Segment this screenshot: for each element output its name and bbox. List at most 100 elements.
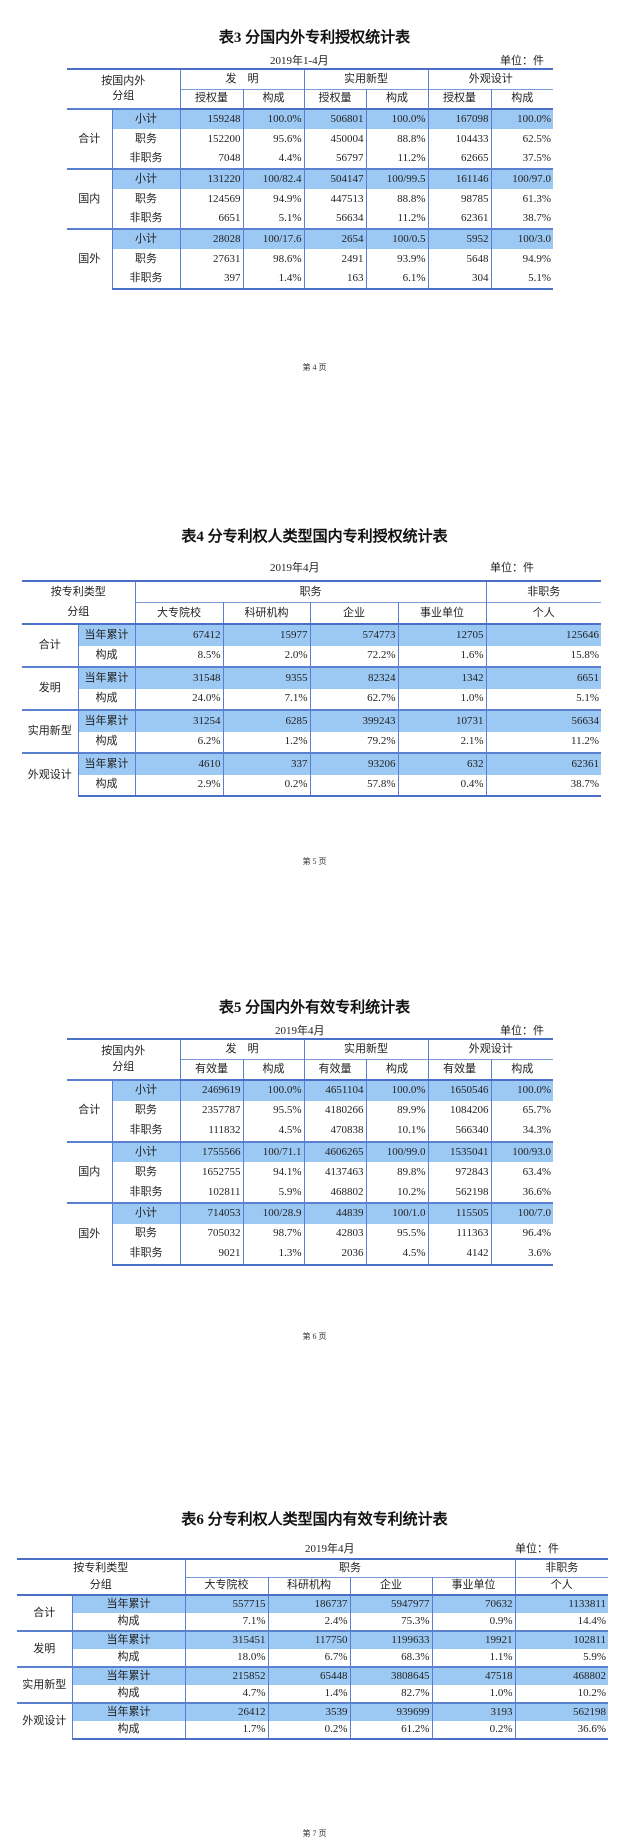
column-header: 企业 (309, 602, 399, 625)
page-number: 第 4 页 (302, 363, 327, 372)
value-cell: 62.5% (490, 129, 553, 149)
value-cell: 88.8% (365, 189, 429, 209)
value-cell: 68.3% (349, 1649, 433, 1667)
value-cell: 102811 (514, 1630, 608, 1649)
table-date: 2019年4月 (270, 562, 320, 574)
value-cell: 10.2% (365, 1182, 429, 1203)
value-cell: 1.1% (431, 1649, 516, 1667)
table-row: 非职务 9021 1.3% 2036 4.5% 4142 3.6% (67, 1244, 553, 1266)
table-unit: 单位：件 (515, 1543, 559, 1555)
value-cell: 450004 (303, 129, 367, 149)
value-cell: 100.0% (490, 1079, 553, 1101)
value-cell: 315451 (184, 1630, 269, 1649)
value-cell: 714053 (179, 1202, 244, 1224)
value-cell: 470838 (303, 1121, 367, 1142)
row-label: 构成 (72, 1685, 186, 1703)
value-cell: 56634 (303, 209, 367, 229)
data-table: 按专利类型 职务 非职务 分组 大专院校 科研机构 企业 事业单位 个人 合计 当年累计 67412 1… (22, 580, 601, 797)
value-cell: 1650546 (427, 1079, 492, 1101)
value-cell: 9021 (179, 1244, 244, 1266)
value-cell: 5648 (427, 249, 492, 269)
header-row: 按专利类型 职务 非职务 (17, 1558, 608, 1577)
value-cell: 15977 (222, 623, 311, 646)
value-cell: 79.2% (309, 731, 399, 753)
table-row: 非职务 111832 4.5% 470838 10.1% 566340 34.3% (67, 1121, 553, 1142)
category-header: 外观设计 (427, 1038, 553, 1060)
value-cell: 11.2% (365, 149, 429, 169)
value-cell: 2.4% (267, 1613, 351, 1631)
value-cell: 65448 (267, 1666, 351, 1685)
value-cell: 2.0% (222, 645, 311, 667)
page-number: 第 5 页 (302, 857, 327, 866)
value-cell: 304 (427, 269, 492, 290)
row-label: 职务 (112, 189, 181, 209)
row-label: 当年累计 (77, 623, 136, 646)
table-date: 2019年4月 (305, 1543, 355, 1555)
value-cell: 5.9% (242, 1182, 305, 1203)
row-label: 当年累计 (71, 1666, 186, 1685)
group-header-2: 分组 (17, 1577, 186, 1596)
value-cell: 161146 (427, 168, 492, 189)
value-cell: 5.1% (485, 688, 601, 710)
table-row: 非职务 102811 5.9% 468802 10.2% 562198 36.6% (67, 1182, 553, 1203)
value-cell: 94.9% (490, 249, 553, 269)
value-cell: 0.2% (222, 774, 311, 797)
value-cell: 104433 (427, 129, 492, 149)
group-label: 发明 (17, 1630, 73, 1667)
category-header: 实用新型 (303, 68, 429, 89)
table-row: 构成 7.1% 2.4% 75.3% 0.9% 14.4% (17, 1613, 608, 1631)
table-unit: 单位：件 (500, 55, 544, 67)
column-header: 有效量 (180, 1059, 244, 1081)
value-cell: 1.2% (222, 731, 311, 753)
value-cell: 24.0% (134, 688, 224, 710)
row-label: 非职务 (112, 269, 181, 290)
table-row: 实用新型 当年累计 31254 6285 399243 10731 56634 (22, 709, 601, 753)
value-cell: 98.6% (242, 249, 305, 269)
row-label: 非职务 (112, 209, 181, 229)
table-row: 职务 1652755 94.1% 4137463 89.8% 972843 63.4% (67, 1162, 553, 1183)
value-cell: 18.0% (184, 1649, 269, 1667)
row-label: 构成 (78, 774, 136, 797)
table-row: 国外 小计 714053 100/28.9 44839 100/1.0 115505 100/… (67, 1202, 553, 1265)
value-cell: 10.2% (514, 1685, 608, 1703)
value-cell: 47518 (431, 1666, 516, 1685)
table-row: 国内 小计 131220 100/82.4 504147 100/99.5 161146 10… (67, 168, 553, 229)
column-header: 构成 (490, 88, 553, 110)
value-cell: 27631 (179, 249, 244, 269)
column-header: 大专院校 (134, 602, 224, 625)
value-cell: 61.2% (349, 1721, 433, 1740)
row-label: 小计 (111, 1079, 181, 1101)
value-cell: 468802 (514, 1666, 608, 1685)
header-row: 按国内外 分组发 明实用新型 外观设计 (67, 68, 553, 109)
column-header: 构成 (365, 88, 429, 110)
value-cell: 100.0% (490, 108, 553, 129)
table-row: 合计 当年累计 67412 15977 574773 12705 125646 (22, 623, 601, 667)
value-cell: 93206 (309, 752, 399, 775)
group-label: 国内 (67, 1140, 113, 1203)
value-cell: 1084206 (427, 1100, 492, 1121)
value-cell: 5.1% (242, 209, 305, 229)
table-row: 国外 小计 28028 100/17.6 2654 100/0.5 5952 100/3.0 (67, 228, 553, 289)
group-header: 按专利类型 (17, 1558, 186, 1577)
table-row: 合计 当年累计 557715 186737 5947977 70632 1133811 (17, 1594, 608, 1631)
value-cell: 5952 (427, 228, 492, 249)
row-label: 非职务 (112, 1244, 181, 1266)
value-cell: 447513 (303, 189, 367, 209)
row-label: 当年累计 (77, 666, 136, 689)
value-cell: 2.1% (397, 731, 487, 753)
value-cell: 557715 (184, 1594, 269, 1613)
value-cell: 7048 (179, 149, 244, 169)
value-cell: 1.3% (242, 1244, 305, 1266)
value-cell: 939699 (349, 1702, 433, 1721)
value-cell: 2.9% (134, 774, 224, 797)
group-header: 按国内外 分组 (67, 68, 181, 109)
value-cell: 94.9% (242, 189, 305, 209)
column-header: 个人 (514, 1576, 608, 1596)
column-header: 企业 (349, 1576, 433, 1596)
value-cell: 31254 (134, 709, 224, 732)
table-title: 表4 分专利权人类型国内专利授权统计表 (181, 529, 448, 545)
table-row: 发明 当年累计 315451 117750 1199633 19921 102811 (17, 1630, 608, 1667)
nonservice-header: 非职务 (485, 580, 601, 603)
row-label: 非职务 (112, 1121, 181, 1142)
row-label: 职务 (112, 249, 181, 269)
